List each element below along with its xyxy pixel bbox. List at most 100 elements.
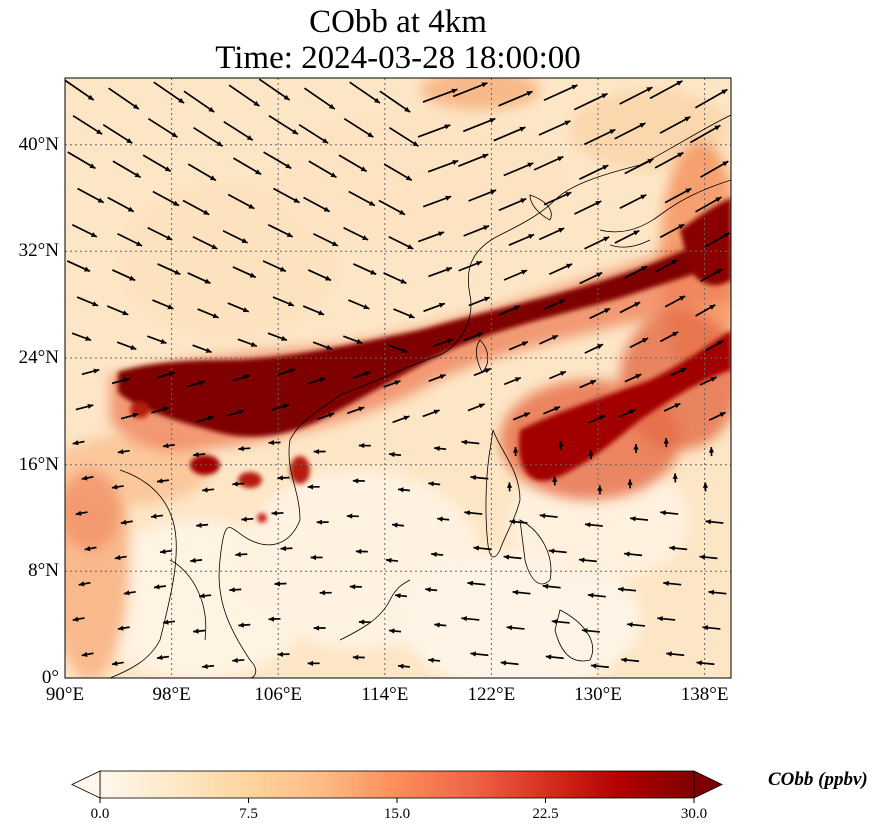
wind-arrow-shaft <box>498 90 533 107</box>
wind-arrow-head <box>78 581 85 587</box>
wind-arrow-head <box>708 447 715 453</box>
wind-arrow-shaft <box>583 128 616 146</box>
wind-arrow-head <box>277 651 283 657</box>
wind-arrow-head <box>709 304 716 310</box>
wind-arrow-head <box>283 94 290 101</box>
wind-arrow-shaft <box>102 123 133 144</box>
wind-arrow-head <box>364 371 371 377</box>
wind-arrow-head <box>243 374 250 380</box>
y-tick-label: 0° <box>41 667 59 688</box>
wind-arrow-head <box>153 584 160 590</box>
wind-arrow-head <box>358 619 365 625</box>
wind-arrow-head <box>548 548 555 554</box>
wind-arrow-head <box>90 232 97 237</box>
wind-arrow-head <box>129 275 136 281</box>
wind-arrow-head <box>523 412 530 418</box>
wind-arrow-head <box>277 475 283 481</box>
wind-arrow-head <box>451 88 458 94</box>
wind-arrow-head <box>171 132 178 138</box>
wind-arrow-head <box>319 377 326 383</box>
wind-arrow-head <box>92 301 99 307</box>
wind-arrow-head <box>167 304 174 310</box>
wind-arrow-head <box>75 510 82 516</box>
wind-arrow-head <box>207 415 214 421</box>
wind-arrow-head <box>84 546 91 552</box>
wind-arrow-head <box>483 225 490 231</box>
map-title: CObb at 4km <box>309 4 487 40</box>
wind-arrow-head <box>193 452 199 458</box>
wind-arrow-head <box>597 485 603 491</box>
wind-arrow-head <box>389 451 395 458</box>
wind-arrow-head <box>289 368 296 374</box>
wind-arrow-head <box>133 103 139 110</box>
wind-arrow-head <box>72 440 79 446</box>
wind-arrow-head <box>587 592 594 599</box>
wind-arrow-head <box>512 447 519 453</box>
wind-arrow-head <box>178 97 185 104</box>
wind-arrow-head <box>669 545 675 551</box>
wind-arrow-shaft <box>303 87 336 110</box>
wind-arrow-head <box>452 160 459 165</box>
wind-arrow-head <box>680 368 687 373</box>
wind-arrow-head <box>313 448 320 455</box>
wind-arrow-head <box>81 475 88 481</box>
wind-arrow-head <box>292 129 299 135</box>
wind-arrow-head <box>328 412 335 418</box>
colorbar-extend-max <box>693 770 723 799</box>
wind-arrow-head <box>271 510 277 516</box>
wind-arrow-head <box>428 481 434 487</box>
x-tick-label: 122°E <box>467 684 516 705</box>
wind-arrow-head <box>412 141 419 147</box>
wind-arrow-head <box>293 197 300 203</box>
wind-arrow-head <box>395 593 401 599</box>
wind-arrow-shaft <box>258 78 291 101</box>
wind-arrow-head <box>722 161 729 167</box>
wind-arrow-head <box>674 403 681 409</box>
wind-arrow-head <box>202 663 208 670</box>
wind-arrow-head <box>557 156 564 162</box>
wind-arrow-head <box>394 380 401 386</box>
wind-arrow-head <box>358 406 365 412</box>
colorbar <box>71 770 723 803</box>
wind-arrow-head <box>374 97 380 104</box>
wind-arrow-head <box>646 87 653 93</box>
colorbar-tick-label: 22.5 <box>532 806 559 822</box>
x-tick-label: 114°E <box>361 684 409 705</box>
wind-arrow-head <box>484 368 491 374</box>
wind-arrow-head <box>621 657 627 663</box>
wind-arrow-head <box>438 231 445 237</box>
wind-arrow-head <box>349 584 356 590</box>
wind-arrow-head <box>705 519 712 525</box>
wind-arrow-head <box>279 266 286 272</box>
wind-arrow-head <box>237 409 244 415</box>
wind-arrow-head <box>438 302 445 308</box>
wind-arrow-head <box>72 616 79 622</box>
wind-arrow-head <box>551 335 558 341</box>
wind-arrow-head <box>398 663 404 669</box>
wind-arrow-head <box>156 478 163 484</box>
wind-arrow-head <box>434 622 440 628</box>
wind-arrow-head <box>205 347 212 353</box>
wind-arrow-head <box>476 332 483 338</box>
wind-arrow-head <box>307 660 314 666</box>
wind-arrow-head <box>708 589 715 596</box>
wind-arrow-head <box>408 313 415 319</box>
wind-arrow-head <box>506 625 513 631</box>
wind-arrow-head <box>280 545 286 552</box>
wind-arrow-head <box>401 347 408 353</box>
wind-arrow-shaft <box>422 88 458 103</box>
wind-arrow-head <box>370 269 377 275</box>
wind-arrow-head <box>672 473 678 479</box>
wind-arrow-shaft <box>153 81 185 104</box>
wind-arrow-head <box>671 260 678 266</box>
wind-arrow-head <box>702 482 709 488</box>
wind-arrow-head <box>672 331 679 337</box>
wind-arrow-head <box>313 625 320 631</box>
wind-arrow-head <box>554 406 561 412</box>
wind-arrow-head <box>634 302 641 308</box>
wind-arrow-head <box>444 124 451 130</box>
wind-arrow-head <box>136 241 143 246</box>
wind-arrow-head <box>521 341 528 347</box>
wind-arrow-head <box>604 308 611 314</box>
wind-arrow-head <box>679 296 686 301</box>
